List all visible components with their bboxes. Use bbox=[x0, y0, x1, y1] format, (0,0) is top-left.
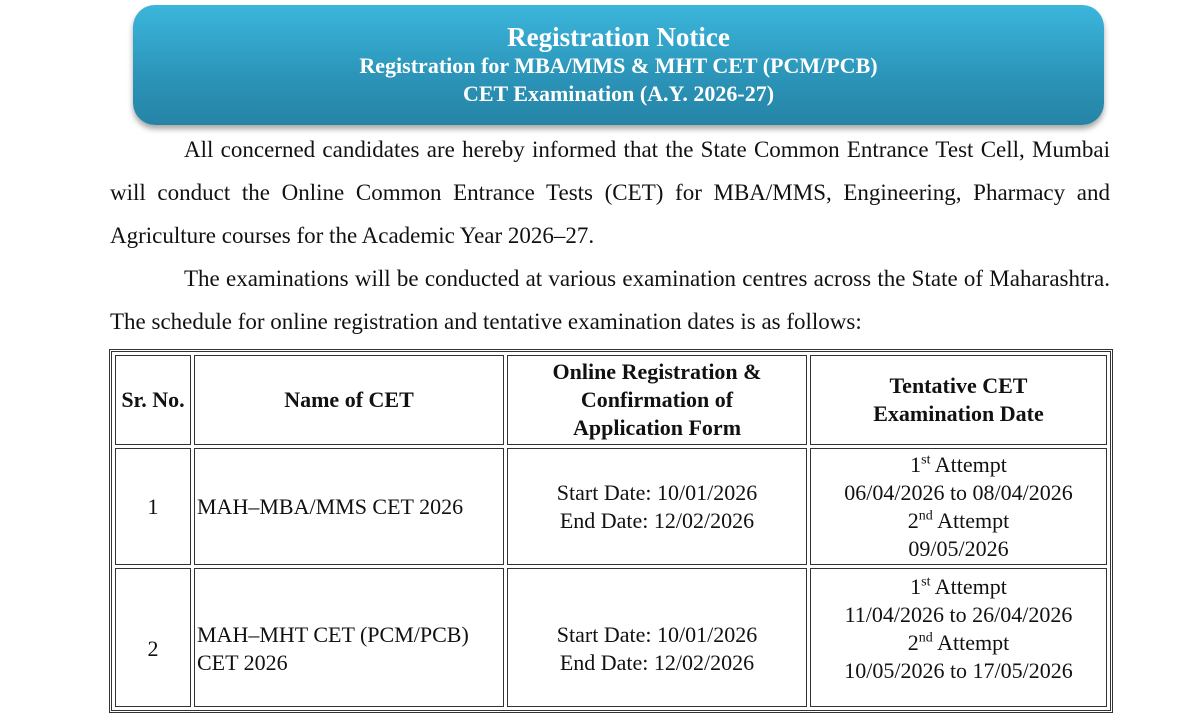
cet-name: MAH–MBA/MMS CET 2026 bbox=[194, 448, 504, 565]
exam-dates: 1st Attempt 11/04/2026 to 26/04/2026 2nd… bbox=[810, 568, 1107, 707]
notice-exam-year: CET Examination (A.Y. 2026-27) bbox=[462, 81, 775, 106]
end-date: End Date: 12/02/2026 bbox=[559, 649, 755, 675]
notice-subtitle: Registration for MBA/MMS & MHT CET (PCM/… bbox=[359, 53, 878, 78]
intro-text: All concerned candidates are hereby info… bbox=[110, 137, 1110, 248]
attempt-1-dates: 11/04/2026 to 26/04/2026 bbox=[844, 602, 1073, 627]
registration-dates: Start Date: 10/01/2026 End Date: 12/02/20… bbox=[507, 568, 807, 707]
schedule-table: Sr. No. Name of CET Online Registration … bbox=[109, 349, 1113, 713]
registration-dates: Start Date: 10/01/2026 End Date: 12/02/20… bbox=[507, 448, 807, 565]
attempt-2-label: 2nd Attempt bbox=[907, 507, 1010, 533]
sr-no: 2 bbox=[115, 568, 191, 707]
start-date: Start Date: 10/01/2026 bbox=[556, 479, 758, 505]
intro-paragraph: All concerned candidates are hereby info… bbox=[110, 128, 1110, 257]
header-registration: Online Registration & Confirmation of Ap… bbox=[507, 355, 807, 445]
header-cet-name: Name of CET bbox=[194, 355, 504, 445]
attempt-2-dates: 10/05/2026 to 17/05/2026 bbox=[844, 658, 1073, 683]
notice-title: Registration Notice bbox=[507, 22, 730, 52]
attempt-1-label: 1st Attempt bbox=[910, 574, 1007, 599]
table-header-row: Sr. No. Name of CET Online Registration … bbox=[115, 355, 1107, 445]
schedule-paragraph: The examinations will be conducted at va… bbox=[110, 257, 1110, 343]
attempt-2-label: 2nd Attempt bbox=[907, 630, 1010, 655]
exam-dates: 1st Attempt 06/04/2026 to 08/04/2026 2nd… bbox=[810, 448, 1107, 565]
attempt-2-dates: 09/05/2026 bbox=[908, 535, 1009, 561]
attempt-1-dates: 06/04/2026 to 08/04/2026 bbox=[844, 479, 1073, 505]
header-exam-date: Tentative CET Examination Date bbox=[810, 355, 1107, 445]
schedule-text: The examinations will be conducted at va… bbox=[110, 266, 1110, 334]
cet-name: MAH–MHT CET (PCM/PCB) CET 2026 bbox=[194, 568, 504, 707]
notice-banner: Registration Notice Registration for MBA… bbox=[133, 5, 1104, 125]
attempt-1-label: 1st Attempt bbox=[910, 451, 1007, 477]
table-row: 1 MAH–MBA/MMS CET 2026 Start Date: 10/01… bbox=[115, 448, 1107, 565]
end-date: End Date: 12/02/2026 bbox=[559, 507, 755, 533]
header-sr-no: Sr. No. bbox=[115, 355, 191, 445]
table-row: 2 MAH–MHT CET (PCM/PCB) CET 2026 Start D… bbox=[115, 568, 1107, 707]
start-date: Start Date: 10/01/2026 bbox=[556, 621, 758, 647]
sr-no: 1 bbox=[115, 448, 191, 565]
